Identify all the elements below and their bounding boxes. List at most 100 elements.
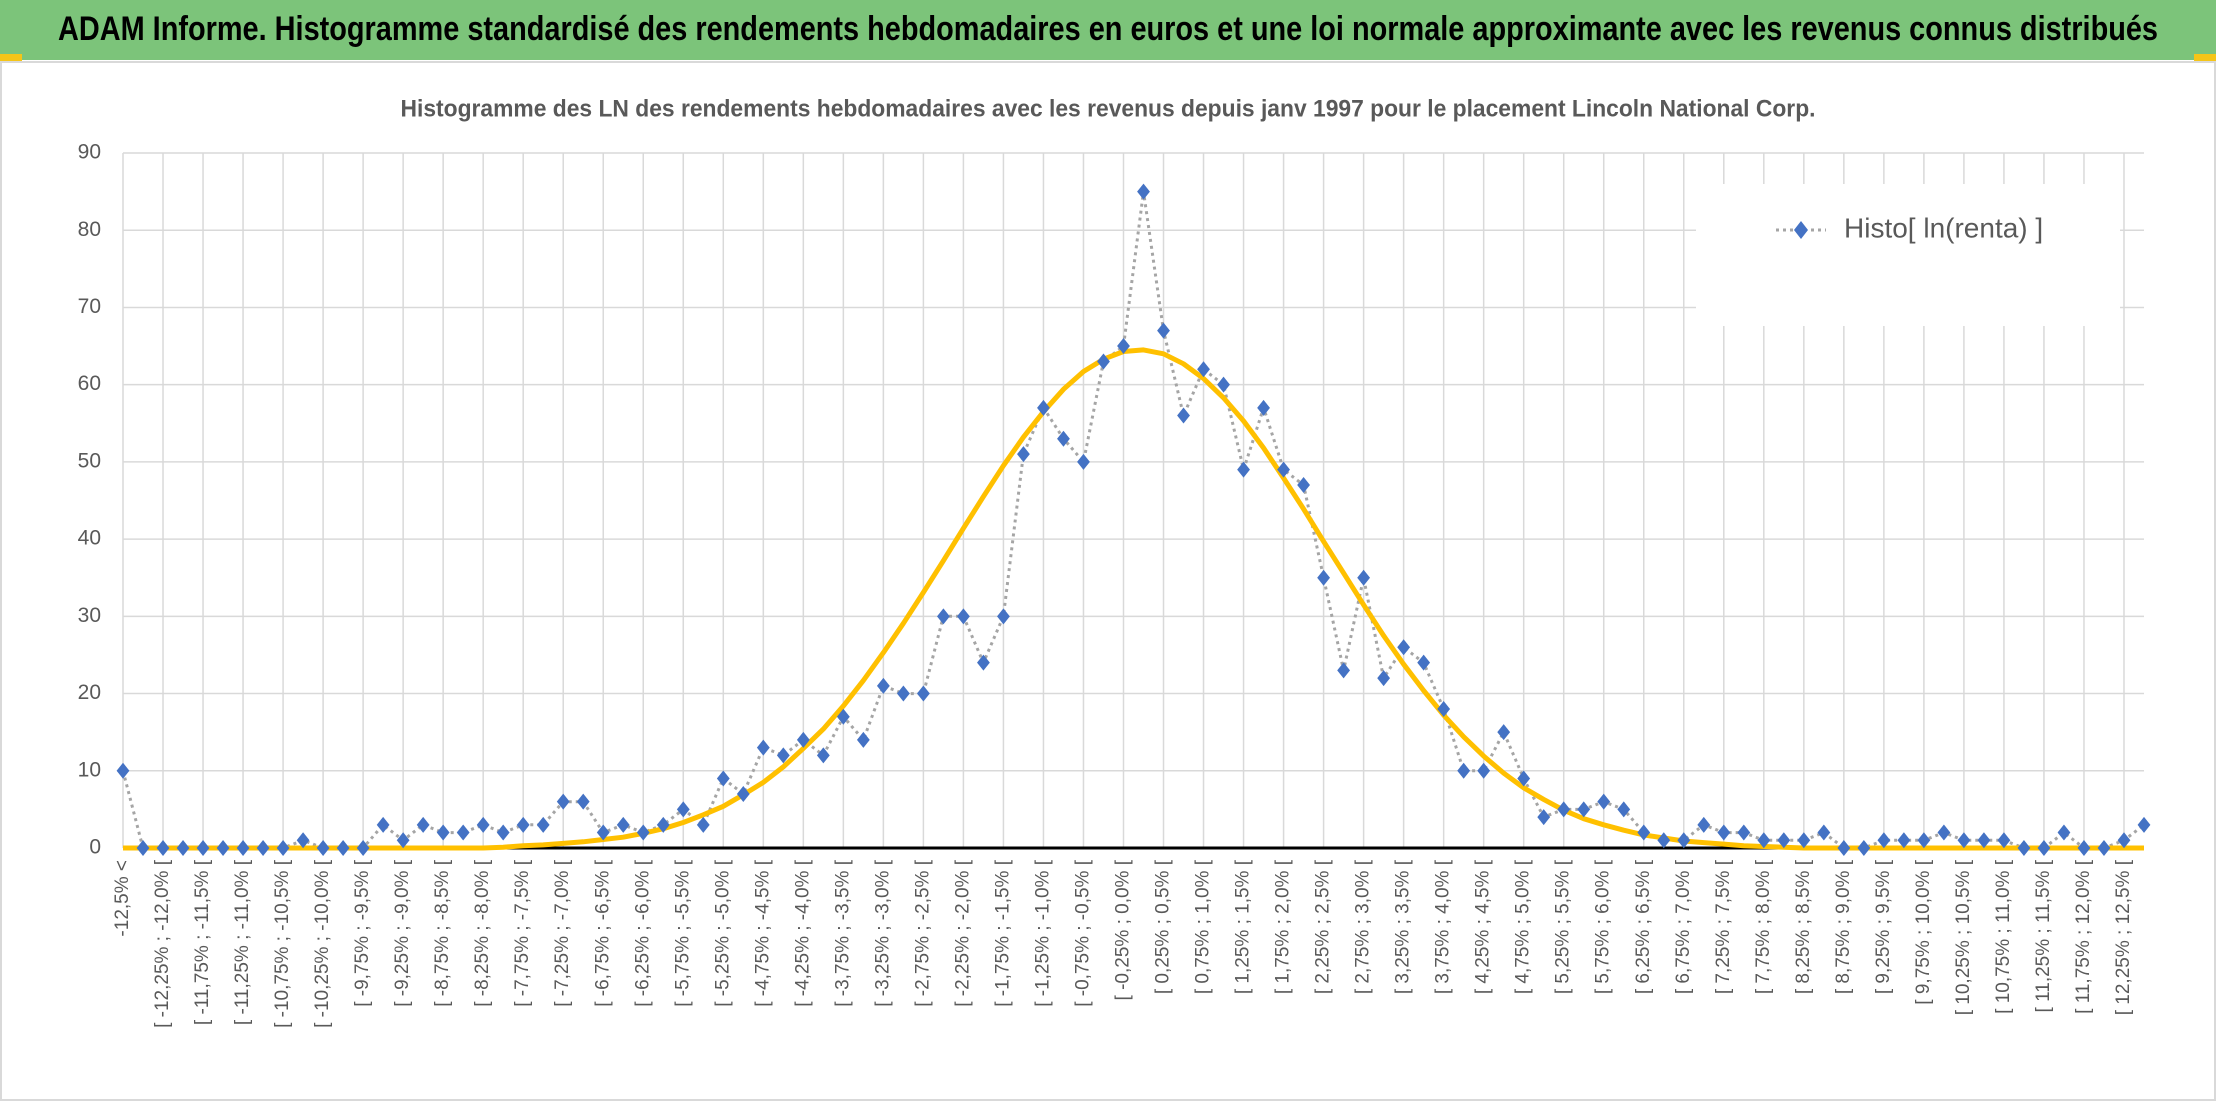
- marker: [1717, 824, 1731, 841]
- marker: [256, 840, 270, 856]
- x-tick-label: [ -10,25% ; -10,0% [: [312, 859, 333, 1028]
- x-tick-label: [ 0,75% ; 1,0% [: [1193, 859, 1214, 994]
- marker: [1157, 322, 1170, 339]
- marker: [957, 608, 970, 625]
- marker: [796, 731, 810, 748]
- marker: [336, 840, 350, 856]
- x-tick-label: [ -2,25% ; -2,0% [: [952, 859, 973, 1007]
- x-tick-label: [ -9,75% ; -9,5% [: [352, 859, 373, 1007]
- marker: [856, 731, 870, 748]
- marker: [1957, 832, 1971, 849]
- axis-labels: 0 10 20 30 40 50 60 70 80 90 -12,5% < [ -12,25% ; -…: [78, 141, 2134, 1028]
- y-tick-label: 80: [78, 218, 101, 241]
- marker: [1837, 840, 1851, 856]
- marker: [316, 840, 330, 856]
- x-tick-label: [ -5,25% ; -5,0% [: [712, 859, 733, 1007]
- marker: [576, 793, 590, 810]
- x-tick-label: [ -1,75% ; -1,5% [: [992, 859, 1013, 1007]
- x-tick-label: [ 8,25% ; 8,5% [: [1793, 859, 1814, 994]
- x-tick-label: [ -0,75% ; -0,5% [: [1072, 859, 1093, 1007]
- x-tick-label: [ 1,75% ; 2,0% [: [1273, 859, 1294, 994]
- marker: [816, 747, 830, 764]
- x-tick-label: [ -11,75% ; -11,5% [: [192, 859, 213, 1025]
- x-tick-label: [ 6,25% ; 6,5% [: [1633, 859, 1654, 994]
- x-tick-label: [ -8,75% ; -8,5% [: [432, 859, 453, 1007]
- x-tick-label: [ -10,75% ; -10,5% [: [272, 859, 293, 1028]
- marker: [916, 685, 930, 702]
- x-tick-label: [ -4,75% ; -4,5% [: [752, 859, 773, 1007]
- marker: [1557, 801, 1571, 818]
- marker: [716, 770, 730, 787]
- marker: [1797, 832, 1811, 849]
- marker: [236, 840, 250, 856]
- marker: [516, 816, 530, 833]
- marker: [1497, 724, 1511, 741]
- y-tick-label: 60: [78, 372, 101, 395]
- marker: [1757, 832, 1771, 849]
- marker: [1897, 832, 1911, 849]
- marker: [1137, 183, 1150, 200]
- x-tick-label: [ 7,25% ; 7,5% [: [1713, 859, 1734, 994]
- marker: [736, 785, 750, 802]
- marker: [876, 677, 890, 694]
- marker: [1077, 453, 1090, 470]
- legend-label: Histo[ ln(renta) ]: [1844, 212, 2043, 243]
- x-tick-label: [ 7,75% ; 8,0% [: [1753, 859, 1774, 994]
- y-tick-label: 0: [89, 836, 101, 859]
- marker: [937, 608, 950, 625]
- x-tick-label: [ 11,25% ; 11,5% [: [2033, 859, 2054, 1012]
- marker: [1217, 376, 1230, 393]
- page-title: ADAM Informe. Histogramme standardisé de…: [58, 10, 2158, 48]
- marker: [1377, 670, 1391, 687]
- marker: [1337, 662, 1351, 679]
- y-tick-label: 50: [78, 449, 101, 472]
- chart-frame: [0, 61, 2216, 1101]
- marker: [1617, 801, 1631, 818]
- marker: [1297, 477, 1310, 494]
- marker: [2057, 824, 2071, 841]
- marker: [1017, 446, 1030, 463]
- x-tick-label: [ -2,75% ; -2,5% [: [912, 859, 933, 1007]
- marker: [2137, 816, 2151, 833]
- y-tick-label: 30: [78, 604, 101, 627]
- marker: [416, 816, 430, 833]
- normal-curve: [123, 347, 2144, 851]
- x-tick-label: [ 1,25% ; 1,5% [: [1233, 859, 1254, 994]
- legend-box: [1696, 184, 2120, 326]
- x-tick-label: [ -8,25% ; -8,0% [: [472, 859, 493, 1007]
- marker: [536, 816, 550, 833]
- x-tick-label: [ -7,25% ; -7,0% [: [552, 859, 573, 1007]
- marker: [296, 832, 310, 849]
- marker: [136, 840, 150, 856]
- legend-marker: [1794, 221, 1808, 239]
- marker: [1277, 461, 1290, 478]
- marker: [1697, 816, 1711, 833]
- marker: [1317, 569, 1330, 586]
- marker: [276, 840, 290, 856]
- marker: [1817, 824, 1831, 841]
- x-tick-label: [ 4,75% ; 5,0% [: [1513, 859, 1534, 994]
- x-tick-label: [ 10,75% ; 11,0% [: [1993, 859, 2014, 1014]
- marker: [2077, 840, 2091, 856]
- marker: [636, 824, 650, 841]
- marker: [1937, 824, 1951, 841]
- x-tick-label: [ 2,75% ; 3,0% [: [1353, 859, 1374, 994]
- marker: [1657, 832, 1671, 849]
- marker: [696, 816, 710, 833]
- x-tick-label: [ 8,75% ; 9,0% [: [1833, 859, 1854, 994]
- grid: [122, 152, 2144, 850]
- marker: [196, 840, 210, 856]
- marker: [1357, 569, 1371, 586]
- marker: [1397, 639, 1411, 656]
- marker: [836, 708, 850, 725]
- x-tick-label: [ 11,75% ; 12,0% [: [2073, 859, 2094, 1014]
- header-bar: [0, 0, 2216, 60]
- marker: [2037, 840, 2051, 856]
- x-tick-label: -12,5% <: [112, 860, 133, 937]
- marker: [1177, 407, 1190, 424]
- header-corner: [2194, 54, 2216, 62]
- marker: [2097, 840, 2111, 856]
